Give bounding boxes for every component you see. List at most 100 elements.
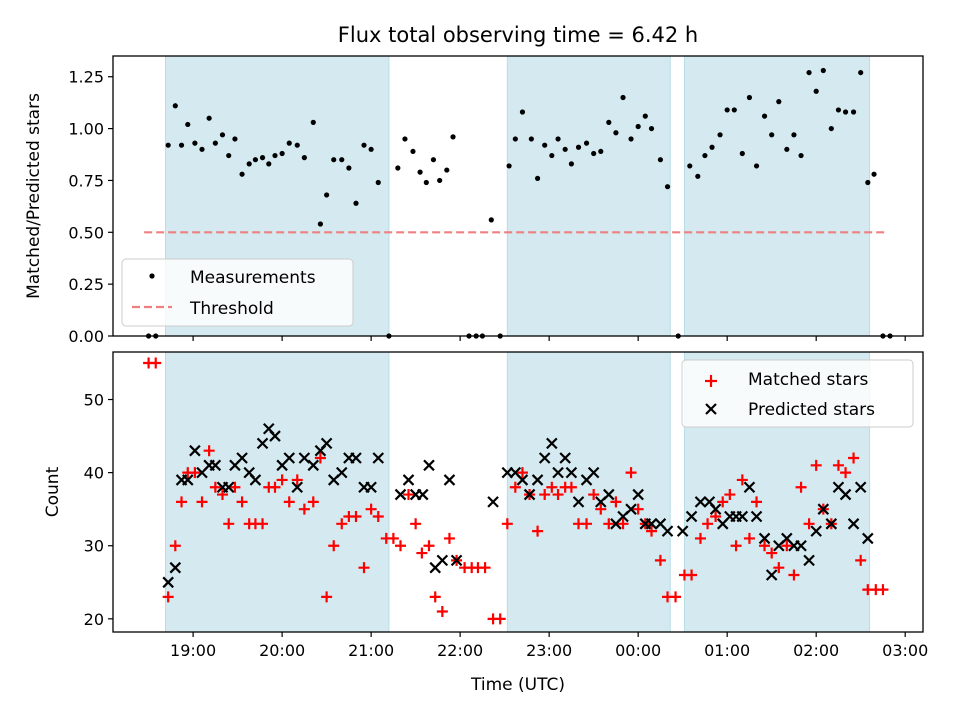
predicted-star-point bbox=[709, 503, 722, 515]
predicted-star-point bbox=[181, 474, 194, 486]
measurement-point bbox=[239, 171, 245, 177]
matched-star-point bbox=[610, 496, 622, 508]
measurement-point bbox=[178, 142, 185, 148]
y-tick-label: 0.50 bbox=[68, 223, 104, 242]
matched-star-point bbox=[283, 496, 295, 508]
measurement-point bbox=[444, 167, 450, 173]
predicted-star-point bbox=[854, 481, 867, 494]
matched-star-point bbox=[855, 554, 867, 566]
predicted-star-point bbox=[222, 481, 235, 494]
matched-star-point bbox=[532, 525, 544, 537]
matched-star-point bbox=[766, 547, 778, 559]
matched-star-point bbox=[743, 532, 755, 544]
matched-star-point bbox=[358, 562, 370, 574]
measurement-point bbox=[331, 157, 337, 163]
predicted-star-point bbox=[372, 452, 385, 464]
predicted-star-point bbox=[676, 525, 689, 537]
matched-star-point bbox=[702, 518, 714, 530]
bottom-x-ticks: 19:00 20:00 21:00 22:00 23:00 00:00 01:00 02:00… bbox=[170, 632, 928, 660]
predicted-star-point bbox=[795, 539, 807, 552]
measurement-point bbox=[266, 161, 272, 167]
matched-star-point bbox=[314, 452, 326, 464]
matched-star-point bbox=[686, 569, 698, 581]
measurement-point bbox=[798, 152, 804, 159]
predicted-star-point bbox=[291, 481, 304, 494]
measurement-point bbox=[206, 115, 212, 121]
predicted-star-points bbox=[162, 422, 874, 589]
matched-star-point bbox=[751, 496, 763, 508]
measurement-point bbox=[324, 192, 330, 198]
matched-star-point bbox=[423, 540, 435, 552]
measurement-point bbox=[568, 161, 575, 167]
matched-star-point bbox=[595, 503, 607, 515]
y-tick-label: 0.00 bbox=[68, 327, 104, 346]
measurement-point bbox=[542, 142, 548, 148]
bottom-y-axis-label: Count bbox=[43, 466, 63, 517]
measurement-point bbox=[430, 157, 437, 163]
measurement-point bbox=[395, 165, 401, 171]
measurement-points bbox=[146, 67, 893, 339]
chart-title: Flux total observing time = 6.42 h bbox=[338, 23, 698, 47]
matched-star-point bbox=[176, 496, 188, 508]
top-panel: 0.00 0.25 0.50 0.75 1.00 1.25 Matched/Predict… bbox=[24, 55, 924, 346]
measurement-point bbox=[528, 136, 534, 142]
x-axis-label: Time (UTC) bbox=[470, 675, 565, 695]
measurement-point bbox=[575, 144, 582, 150]
measurement-point bbox=[591, 150, 597, 157]
matched-star-point bbox=[788, 569, 800, 581]
predicted-star-point bbox=[661, 525, 674, 537]
predicted-star-point bbox=[523, 488, 536, 501]
predicted-star-point bbox=[743, 481, 756, 494]
matched-star-point bbox=[710, 510, 722, 522]
y-tick-label: 0.75 bbox=[68, 171, 104, 190]
matched-star-point bbox=[403, 489, 415, 501]
predicted-star-point bbox=[298, 452, 311, 464]
measurement-point bbox=[549, 152, 555, 159]
observing-band bbox=[506, 55, 671, 337]
matched-star-point bbox=[588, 489, 600, 501]
matched-star-point bbox=[298, 503, 310, 515]
measurement-point bbox=[813, 88, 819, 94]
measurement-point bbox=[226, 152, 232, 159]
measurement-point bbox=[368, 146, 374, 152]
bottom-legend-box bbox=[681, 359, 914, 428]
predicted-star-point bbox=[450, 554, 463, 567]
matched-star-point bbox=[350, 510, 362, 522]
matched-star-point bbox=[443, 532, 455, 544]
measurement-point bbox=[784, 146, 790, 152]
predicted-star-point bbox=[817, 503, 830, 515]
legend-threshold-label: Threshold bbox=[189, 299, 274, 319]
matched-star-point bbox=[795, 481, 807, 493]
measurement-point bbox=[246, 161, 252, 167]
measurement-point bbox=[606, 119, 612, 125]
measurement-point bbox=[776, 99, 782, 105]
measurement-point bbox=[346, 165, 352, 171]
measurement-point bbox=[512, 136, 518, 142]
matched-star-point bbox=[291, 474, 303, 486]
predicted-star-point bbox=[862, 532, 874, 545]
x-tick-label: 23:00 bbox=[526, 641, 572, 660]
legend-predicted-label: Predicted stars bbox=[748, 400, 875, 420]
predicted-star-point bbox=[531, 474, 544, 486]
bottom-panel: 19:00 20:00 21:00 22:00 23:00 00:00 01:00 02:00… bbox=[43, 351, 928, 695]
measurement-point bbox=[165, 142, 171, 148]
bottom-y-ticks: 20 30 40 50 bbox=[84, 391, 113, 629]
y-tick-label: 0.25 bbox=[68, 275, 104, 294]
measurement-point bbox=[583, 140, 590, 146]
measurement-point bbox=[761, 113, 768, 119]
legend-matched-marker bbox=[705, 375, 717, 387]
legend-matched-label: Matched stars bbox=[748, 370, 868, 390]
matched-star-point bbox=[646, 525, 658, 537]
x-tick-label: 21:00 bbox=[348, 641, 394, 660]
measurement-point bbox=[687, 163, 693, 169]
matched-star-point bbox=[509, 481, 521, 493]
matched-star-point bbox=[321, 591, 333, 603]
top-legend-box bbox=[121, 258, 354, 327]
predicted-star-point bbox=[269, 430, 281, 442]
measurement-point bbox=[192, 140, 198, 146]
measurement-point bbox=[272, 152, 278, 159]
matched-star-point bbox=[203, 445, 215, 457]
predicted-star-point bbox=[538, 452, 551, 464]
matched-star-point bbox=[603, 518, 615, 530]
measurement-point bbox=[657, 157, 664, 163]
